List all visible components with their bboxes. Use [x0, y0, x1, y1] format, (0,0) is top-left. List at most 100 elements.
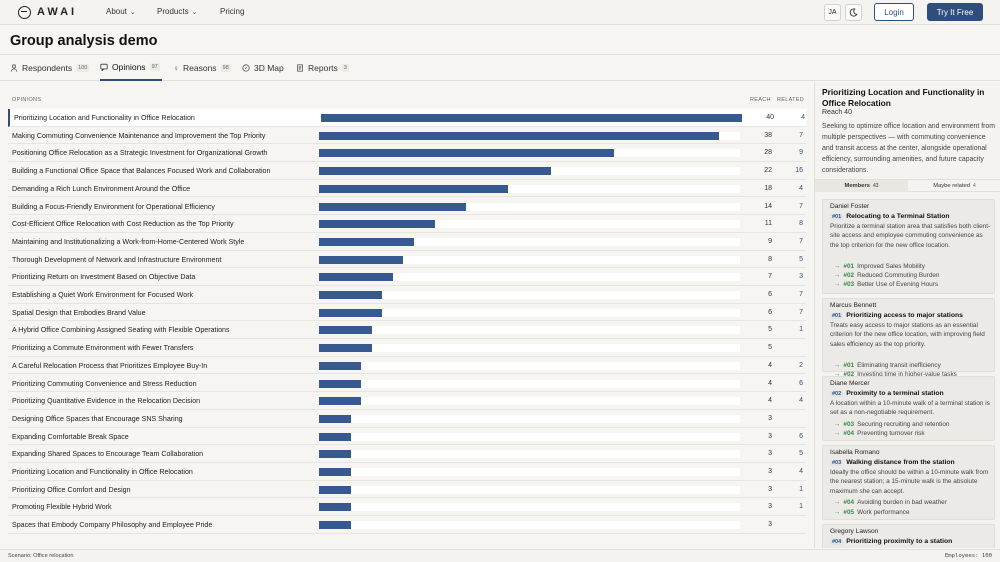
related-count[interactable]: 1 — [799, 485, 803, 493]
related-count[interactable]: 7 — [799, 308, 803, 316]
opinion-row[interactable]: Promoting Flexible Hybrid Work 3 1 — [8, 498, 806, 517]
nav-products[interactable]: Products ⌄ — [157, 7, 197, 16]
opinion-heading: Prioritizing access to major stations — [846, 312, 963, 319]
opinion-row[interactable]: A Careful Relocation Process that Priori… — [8, 357, 806, 375]
reach-value: 9 — [768, 237, 772, 245]
arrow-right-icon: → — [834, 371, 841, 378]
opinion-heading: Walking distance from the station — [846, 459, 955, 466]
opinion-row[interactable]: Positioning Office Relocation as a Strat… — [8, 144, 806, 163]
reason-item[interactable]: → #05 Work performance — [834, 509, 910, 516]
member-opinion: #03 Walking distance from the station — [830, 459, 955, 466]
reason-item[interactable]: → #02 Reduced Commuting Burden — [834, 272, 939, 279]
member-description: A location within a 10-minute walk of a … — [830, 400, 990, 417]
try-free-button[interactable]: Try It Free — [927, 3, 983, 21]
nav-products-label: Products — [157, 7, 189, 16]
opinion-row[interactable]: Designing Office Spaces that Encourage S… — [8, 410, 806, 428]
opinion-row[interactable]: Establishing a Quiet Work Environment fo… — [8, 286, 806, 304]
member-card[interactable]: Isabella Romano #03 Walking distance from … — [822, 445, 995, 520]
related-count[interactable]: 16 — [795, 167, 803, 175]
opinion-row[interactable]: Prioritizing Return on Investment Based … — [8, 268, 806, 286]
related-count[interactable]: 4 — [799, 468, 803, 475]
reach-bar — [319, 485, 351, 494]
theme-toggle[interactable] — [845, 4, 862, 21]
member-card[interactable]: Marcus Bennett #01 Prioritizing access to … — [822, 298, 995, 378]
tab-maybe-related[interactable]: Maybe related 4 — [908, 180, 1000, 192]
nav-pricing[interactable]: Pricing — [220, 7, 244, 16]
opinion-row[interactable]: Cost-Efficient Office Relocation with Co… — [8, 215, 806, 233]
related-count[interactable]: 2 — [799, 361, 803, 369]
related-count[interactable]: 6 — [799, 432, 803, 440]
opinion-row[interactable]: Prioritizing Office Comfort and Design 3 1 — [8, 481, 806, 499]
opinion-row[interactable]: Prioritizing Commuting Convenience and S… — [8, 375, 806, 393]
related-count[interactable]: 4 — [801, 114, 805, 121]
related-count[interactable]: 5 — [799, 450, 803, 458]
opinion-row[interactable]: Thorough Development of Network and Infr… — [8, 251, 806, 269]
member-opinion: #04 Prioritizing proximity to a station — [830, 538, 952, 545]
related-count[interactable]: 7 — [799, 237, 803, 245]
reach-value: 38 — [764, 131, 772, 139]
language-toggle[interactable]: JA — [824, 4, 841, 21]
related-count[interactable]: 7 — [799, 291, 803, 298]
related-count[interactable]: 1 — [799, 326, 803, 334]
related-count[interactable]: 4 — [799, 397, 803, 405]
reach-value: 3 — [768, 503, 772, 511]
employees-label: Employees: 100 — [944, 553, 992, 559]
reach-value: 3 — [768, 468, 772, 475]
opinion-row[interactable]: Spaces that Embody Company Philosophy an… — [8, 516, 806, 534]
related-count[interactable]: 9 — [799, 149, 803, 157]
related-count[interactable]: 1 — [799, 503, 803, 511]
related-count[interactable]: 5 — [799, 255, 803, 263]
opinion-row[interactable]: Maintaining and Institutionalizing a Wor… — [8, 233, 806, 251]
opinion-row[interactable]: Expanding Comfortable Break Space 3 6 — [8, 428, 806, 446]
reason-item[interactable]: → #01 Improved Sales Mobility — [834, 263, 925, 270]
reach-value: 22 — [764, 167, 772, 175]
opinion-row[interactable]: Prioritizing a Commute Environment with … — [8, 339, 806, 357]
related-count[interactable]: 4 — [799, 184, 803, 192]
opinion-label: Demanding a Rich Lunch Environment Aroun… — [12, 184, 191, 193]
reason-item[interactable]: → #04 Preventing turnover risk — [834, 430, 925, 437]
related-count[interactable]: 6 — [799, 379, 803, 387]
reach-bar-track — [319, 308, 740, 317]
member-card[interactable]: Diane Mercer #02 Proximity to a terminal s… — [822, 376, 995, 441]
opinion-label: Expanding Shared Spaces to Encourage Tea… — [12, 450, 204, 459]
reach-header[interactable]: REACH — [750, 97, 771, 103]
related-count[interactable]: 7 — [799, 131, 803, 139]
reason-item[interactable]: → #03 Better Use of Evening Hours — [834, 281, 938, 288]
opinion-row[interactable]: Prioritizing Quantitative Evidence in th… — [8, 392, 806, 410]
opinion-row[interactable]: Making Commuting Convenience Maintenance… — [8, 127, 806, 145]
opinion-row[interactable]: Spatial Design that Embodies Brand Value… — [8, 304, 806, 322]
related-header[interactable]: RELATED — [777, 97, 805, 103]
opinion-row[interactable]: A Hybrid Office Combining Assigned Seati… — [8, 321, 806, 340]
tab-reports[interactable]: Reports 3 — [296, 55, 349, 81]
related-count[interactable]: 7 — [799, 202, 803, 210]
member-card[interactable]: Daniel Foster #01 Relocating to a Terminal… — [822, 199, 995, 294]
related-count[interactable]: 8 — [799, 220, 803, 228]
tab-reasons[interactable]: ♀ Reasons 98 — [173, 55, 231, 81]
reason-text: Securing recruiting and retention — [857, 420, 950, 428]
reason-item[interactable]: → #01 Eliminating transit inefficiency — [834, 362, 941, 369]
tab-respondents[interactable]: Respondents 100 — [10, 55, 90, 81]
opinion-row[interactable]: Demanding a Rich Lunch Environment Aroun… — [8, 180, 806, 198]
reach-bar-track — [319, 432, 740, 441]
tab-members[interactable]: Members 43 — [815, 180, 908, 192]
opinion-heading: Proximity to a terminal station — [846, 390, 944, 397]
reason-item[interactable]: → #04 Avoiding burden in bad weather — [834, 499, 947, 506]
reason-item[interactable]: → #03 Securing recruiting and retention — [834, 421, 949, 428]
tab-count: 97 — [149, 63, 160, 71]
nav-about[interactable]: About ⌄ — [106, 7, 136, 16]
opinion-row[interactable]: Prioritizing Location and Functionality … — [8, 463, 806, 481]
related-count[interactable]: 3 — [799, 273, 803, 281]
brand-logo[interactable]: AWAI — [18, 5, 77, 19]
member-card[interactable]: Gregory Lawson #04 Prioritizing proximity … — [822, 524, 995, 548]
opinion-row[interactable]: Prioritizing Location and Functionality … — [8, 109, 806, 127]
opinion-row[interactable]: Expanding Shared Spaces to Encourage Tea… — [8, 445, 806, 463]
opinion-row[interactable]: Building a Focus-Friendly Environment fo… — [8, 198, 806, 216]
reach-bar-track — [319, 184, 740, 193]
reach-bar — [319, 521, 351, 530]
login-button[interactable]: Login — [874, 3, 914, 21]
tab-opinions[interactable]: Opinions 97 — [100, 55, 162, 81]
opinion-row[interactable]: Building a Functional Office Space that … — [8, 162, 806, 180]
compass-icon — [242, 64, 250, 72]
reason-item[interactable]: → #02 Investing time in higher-value tasks — [834, 371, 957, 378]
tab-3d-map[interactable]: 3D Map — [242, 55, 284, 81]
